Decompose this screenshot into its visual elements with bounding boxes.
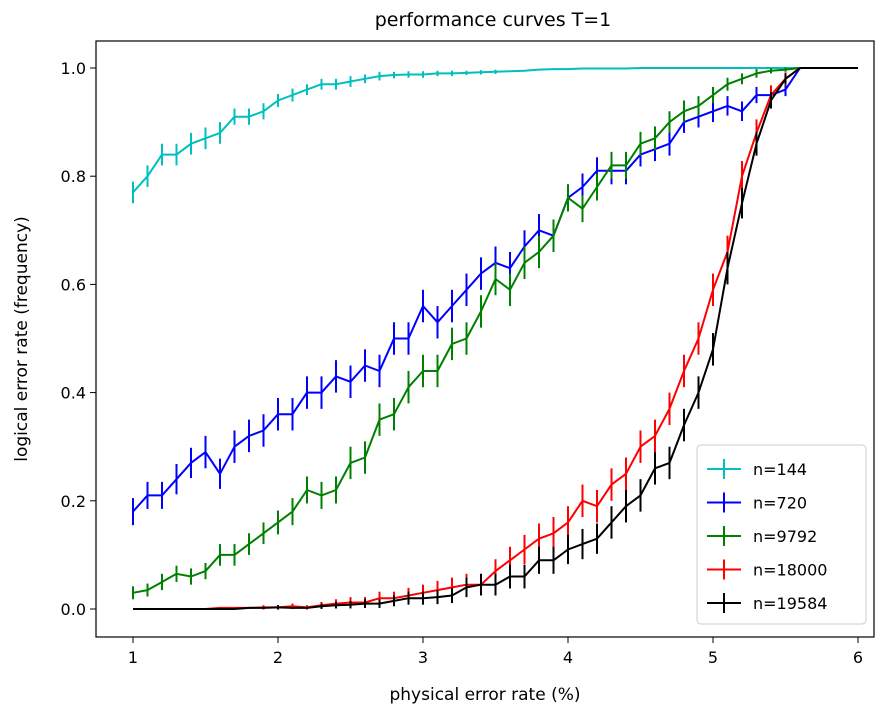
x-tick-label: 4 [563,648,573,667]
plot-frame [95,40,875,638]
x-axis: 1 2 3 4 5 6 [128,637,863,667]
legend-label: n=9792 [753,527,817,546]
y-tick-label: 0.0 [61,600,86,619]
legend-item: n=9792 [707,526,817,546]
x-tick-label: 3 [418,648,428,667]
x-axis-label: physical error rate (%) [389,685,580,705]
x-tick-label: 1 [128,648,138,667]
legend-item: n=18000 [707,559,827,580]
legend-label: n=19584 [753,594,827,613]
legend-item: n=19584 [707,593,827,613]
x-tick-label: 2 [273,648,283,667]
series-n-19584 [133,67,858,610]
legend-label: n=144 [753,460,807,479]
y-axis-label: logical error rate (frequency) [12,216,32,462]
legend-item: n=720 [707,492,807,513]
series-n-144 [132,67,858,204]
chart-title: performance curves T=1 [375,9,612,31]
legend-item: n=144 [707,459,807,479]
x-tick-label: 6 [853,648,863,667]
legend-box [696,444,867,625]
y-tick-label: 0.2 [61,492,86,511]
y-tick-label: 0.6 [61,275,86,294]
series-n-9792 [132,67,858,600]
x-tick-label: 5 [708,648,718,667]
legend-label: n=18000 [753,561,827,580]
y-tick-label: 0.8 [61,167,86,186]
y-tick-label: 1.0 [61,59,86,78]
legend: n=144 n=720 n=9792 n=18000 n=19584 [696,444,867,625]
legend-label: n=720 [753,494,807,513]
y-tick-label: 0.4 [61,384,86,403]
y-axis: 0.0 0.2 0.4 0.6 0.8 1.0 [61,59,96,619]
series-layer [132,67,858,610]
